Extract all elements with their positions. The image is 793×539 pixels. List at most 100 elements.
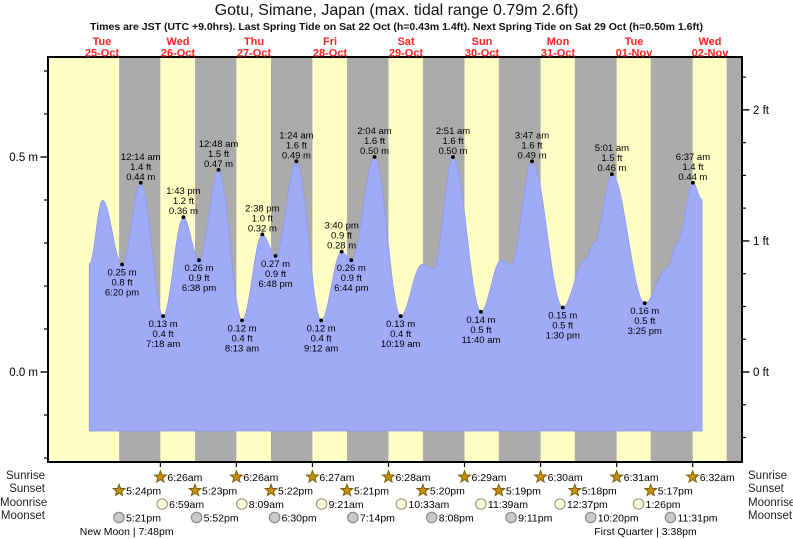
tide-extreme-dot (530, 159, 534, 164)
low-tide-ft: 0.9 ft (188, 273, 209, 284)
low-tide-time: 10:19 am (381, 339, 421, 350)
tide-extreme-dot (120, 262, 124, 267)
moonset-time: 5:21pm (126, 513, 161, 525)
high-tide-time: 1:43 pm (166, 186, 200, 197)
day-weekday-label: Tue (93, 36, 112, 48)
low-tide-ft: 0.4 ft (311, 333, 332, 344)
high-tide-m: 0.32 m (248, 223, 277, 234)
right-axis-label: 2 ft (753, 105, 770, 117)
moonrise-time: 1:26pm (646, 499, 681, 511)
sunrise-time: 6:28am (395, 472, 430, 484)
high-tide-time: 6:37 am (676, 152, 710, 163)
moonset-moon-icon (664, 511, 677, 524)
moonset-row-label-right: Moonset (748, 510, 793, 522)
sunrise-row-label-left: Sunrise (6, 470, 45, 482)
low-tide-m: 0.12 m (227, 323, 256, 334)
sunset-time: 5:24pm (126, 486, 161, 498)
plot-frame (47, 56, 743, 463)
high-tide-time: 5:01 am (595, 143, 629, 154)
day-weekday-label: Wed (166, 36, 189, 48)
high-tide-m: 0.44 m (126, 172, 155, 183)
day-date-label: 01-Nov (616, 48, 654, 60)
day-date-label: 28-Oct (313, 48, 348, 60)
low-tide-time: 6:48 pm (258, 279, 292, 290)
moonset-time: 8:08pm (439, 513, 474, 525)
day-date-label: 02-Nov (692, 48, 730, 60)
day-date-label: 25-Oct (85, 48, 120, 60)
sunset-star-icon (415, 482, 431, 497)
sunset-row-label-right: Sunset (748, 483, 784, 495)
high-tide-ft: 0.9 ft (331, 231, 352, 242)
sunrise-time: 6:26am (243, 472, 278, 484)
low-tide-ft: 0.5 ft (470, 325, 491, 336)
day-date-label: 27-Oct (237, 48, 272, 60)
sunrise-star-icon (685, 469, 700, 484)
moonrise-moon-icon (315, 498, 328, 510)
moon-phase-label: First Quarter | 3:38pm (594, 526, 697, 538)
moonset-moon-icon (113, 511, 125, 524)
tide-extreme-dot (294, 159, 299, 164)
low-tide-ft: 0.4 ft (390, 329, 411, 340)
sunrise-star-icon (457, 469, 472, 484)
moonrise-time: 9:21am (329, 499, 364, 511)
tide-extreme-dot (691, 180, 695, 185)
tide-extreme-dot (609, 172, 614, 177)
day-date-label: 29-Oct (389, 48, 424, 60)
moonrise-time: 6:59am (169, 499, 204, 511)
high-tide-time: 2:04 am (357, 126, 391, 137)
moonrise-time: 12:37pm (567, 499, 608, 511)
moonset-moon-icon (425, 511, 438, 524)
day-weekday-label: Thu (244, 36, 264, 48)
moonset-moon-icon (584, 511, 597, 524)
moonrise-moon-icon (236, 498, 248, 510)
high-tide-time: 3:40 pm (324, 221, 358, 232)
high-tide-time: 1:24 am (279, 130, 313, 141)
day-weekday-label: Wed (698, 36, 721, 48)
tide-extreme-dot (260, 232, 265, 237)
moonrise-time: 8:09am (249, 499, 284, 511)
day-weekday-label: Fri (323, 36, 337, 48)
day-weekday-label: Mon (547, 36, 570, 48)
moonrise-moon-icon (632, 498, 645, 510)
moonset-moon-icon (190, 511, 203, 524)
moonrise-row-label-left: Moonrise (0, 497, 48, 509)
high-tide-m: 0.49 m (282, 150, 311, 161)
high-tide-m: 0.49 m (517, 150, 546, 161)
moonrise-moon-icon (475, 498, 487, 510)
moonrise-time: 11:39am (488, 499, 528, 511)
left-axis-label: 0.0 m (9, 367, 38, 379)
high-tide-ft: 1.4 ft (130, 162, 151, 173)
day-weekday-label: Tue (625, 36, 644, 48)
day-weekday-label: Sat (397, 36, 414, 48)
moonset-time: 10:20pm (598, 513, 639, 525)
tide-extreme-dot (398, 314, 403, 318)
high-tide-ft: 1.6 ft (364, 136, 385, 147)
sunrise-star-icon (305, 469, 320, 484)
sunset-star-icon (339, 482, 355, 497)
sunset-row-label-left: Sunset (9, 483, 45, 495)
low-tide-m: 0.12 m (307, 323, 336, 334)
sunrise-star-icon (533, 469, 548, 484)
moonset-time: 9:11pm (518, 513, 552, 525)
sunrise-star-icon (381, 469, 396, 484)
low-tide-ft: 0.5 ft (634, 316, 655, 327)
moonrise-moon-icon (395, 498, 408, 510)
tide-curve-area (88, 156, 703, 432)
left-axis-label: 0.5 m (9, 152, 38, 164)
sunset-star-icon (187, 482, 203, 497)
high-tide-m: 0.44 m (678, 172, 707, 183)
tide-extreme-dot (560, 305, 565, 310)
sunset-time: 5:18pm (582, 486, 617, 498)
sunset-star-icon (491, 482, 507, 497)
high-tide-ft: 1.2 ft (173, 196, 194, 207)
moonset-time: 11:31pm (677, 513, 717, 525)
sunrise-time: 6:29am (472, 472, 507, 484)
low-tide-time: 6:20 pm (105, 288, 139, 299)
low-tide-time: 7:18 am (146, 339, 180, 350)
right-axis-label: 1 ft (753, 236, 770, 248)
low-tide-ft: 0.9 ft (341, 273, 362, 284)
sunrise-time: 6:30am (548, 472, 583, 484)
low-tide-time: 6:44 pm (334, 283, 368, 294)
high-tide-m: 0.28 m (327, 241, 356, 252)
